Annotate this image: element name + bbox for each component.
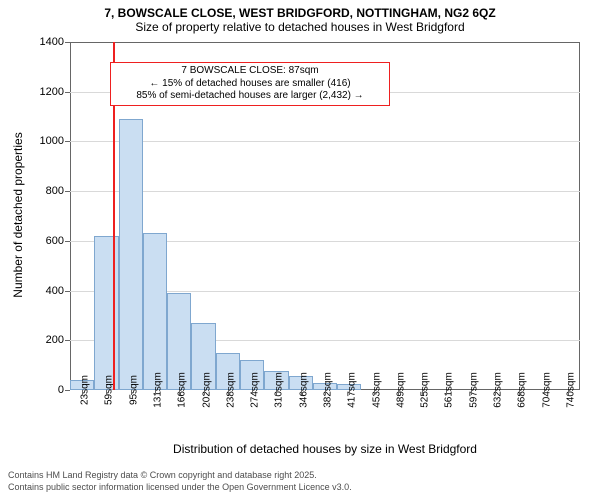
histogram-bar (143, 233, 167, 390)
x-tick-mark (422, 390, 423, 395)
y-tick-mark (65, 42, 70, 43)
x-tick-mark (495, 390, 496, 395)
footer-credit-2: Contains public sector information licen… (8, 482, 352, 493)
chart-subtitle: Size of property relative to detached ho… (0, 20, 600, 34)
plot-area: 020040060080010001200140023sqm59sqm95sqm… (70, 42, 580, 390)
x-tick-mark (519, 390, 520, 395)
y-tick-mark (65, 191, 70, 192)
x-axis-label: Distribution of detached houses by size … (70, 442, 580, 456)
y-tick-mark (65, 340, 70, 341)
y-tick-mark (65, 141, 70, 142)
top-axis-line (70, 42, 580, 43)
y-tick-mark (65, 241, 70, 242)
x-tick-mark (131, 390, 132, 395)
x-tick-mark (252, 390, 253, 395)
y-tick-mark (65, 92, 70, 93)
x-tick-mark (106, 390, 107, 395)
histogram-bar (119, 119, 143, 390)
annotation-line: 85% of semi-detached houses are larger (… (115, 90, 385, 103)
x-tick-mark (155, 390, 156, 395)
x-tick-mark (471, 390, 472, 395)
annotation-box: 7 BOWSCALE CLOSE: 87sqm← 15% of detached… (110, 62, 390, 106)
y-axis-label: Number of detached properties (11, 41, 25, 389)
x-tick-mark (374, 390, 375, 395)
x-tick-mark (276, 390, 277, 395)
x-tick-mark (204, 390, 205, 395)
y-tick-mark (65, 390, 70, 391)
x-tick-mark (446, 390, 447, 395)
grid-line (70, 141, 580, 142)
x-tick-mark (398, 390, 399, 395)
x-tick-mark (544, 390, 545, 395)
footer-credit-1: Contains HM Land Registry data © Crown c… (8, 470, 317, 481)
x-tick-mark (301, 390, 302, 395)
grid-line (70, 191, 580, 192)
x-tick-mark (82, 390, 83, 395)
y-tick-mark (65, 291, 70, 292)
x-tick-mark (179, 390, 180, 395)
x-tick-mark (228, 390, 229, 395)
annotation-line: 7 BOWSCALE CLOSE: 87sqm (115, 65, 385, 78)
right-axis-line (579, 42, 580, 390)
annotation-line: ← 15% of detached houses are smaller (41… (115, 78, 385, 91)
y-axis-line (70, 42, 71, 390)
chart-title: 7, BOWSCALE CLOSE, WEST BRIDGFORD, NOTTI… (0, 0, 600, 20)
x-tick-mark (325, 390, 326, 395)
x-tick-mark (568, 390, 569, 395)
x-tick-mark (349, 390, 350, 395)
